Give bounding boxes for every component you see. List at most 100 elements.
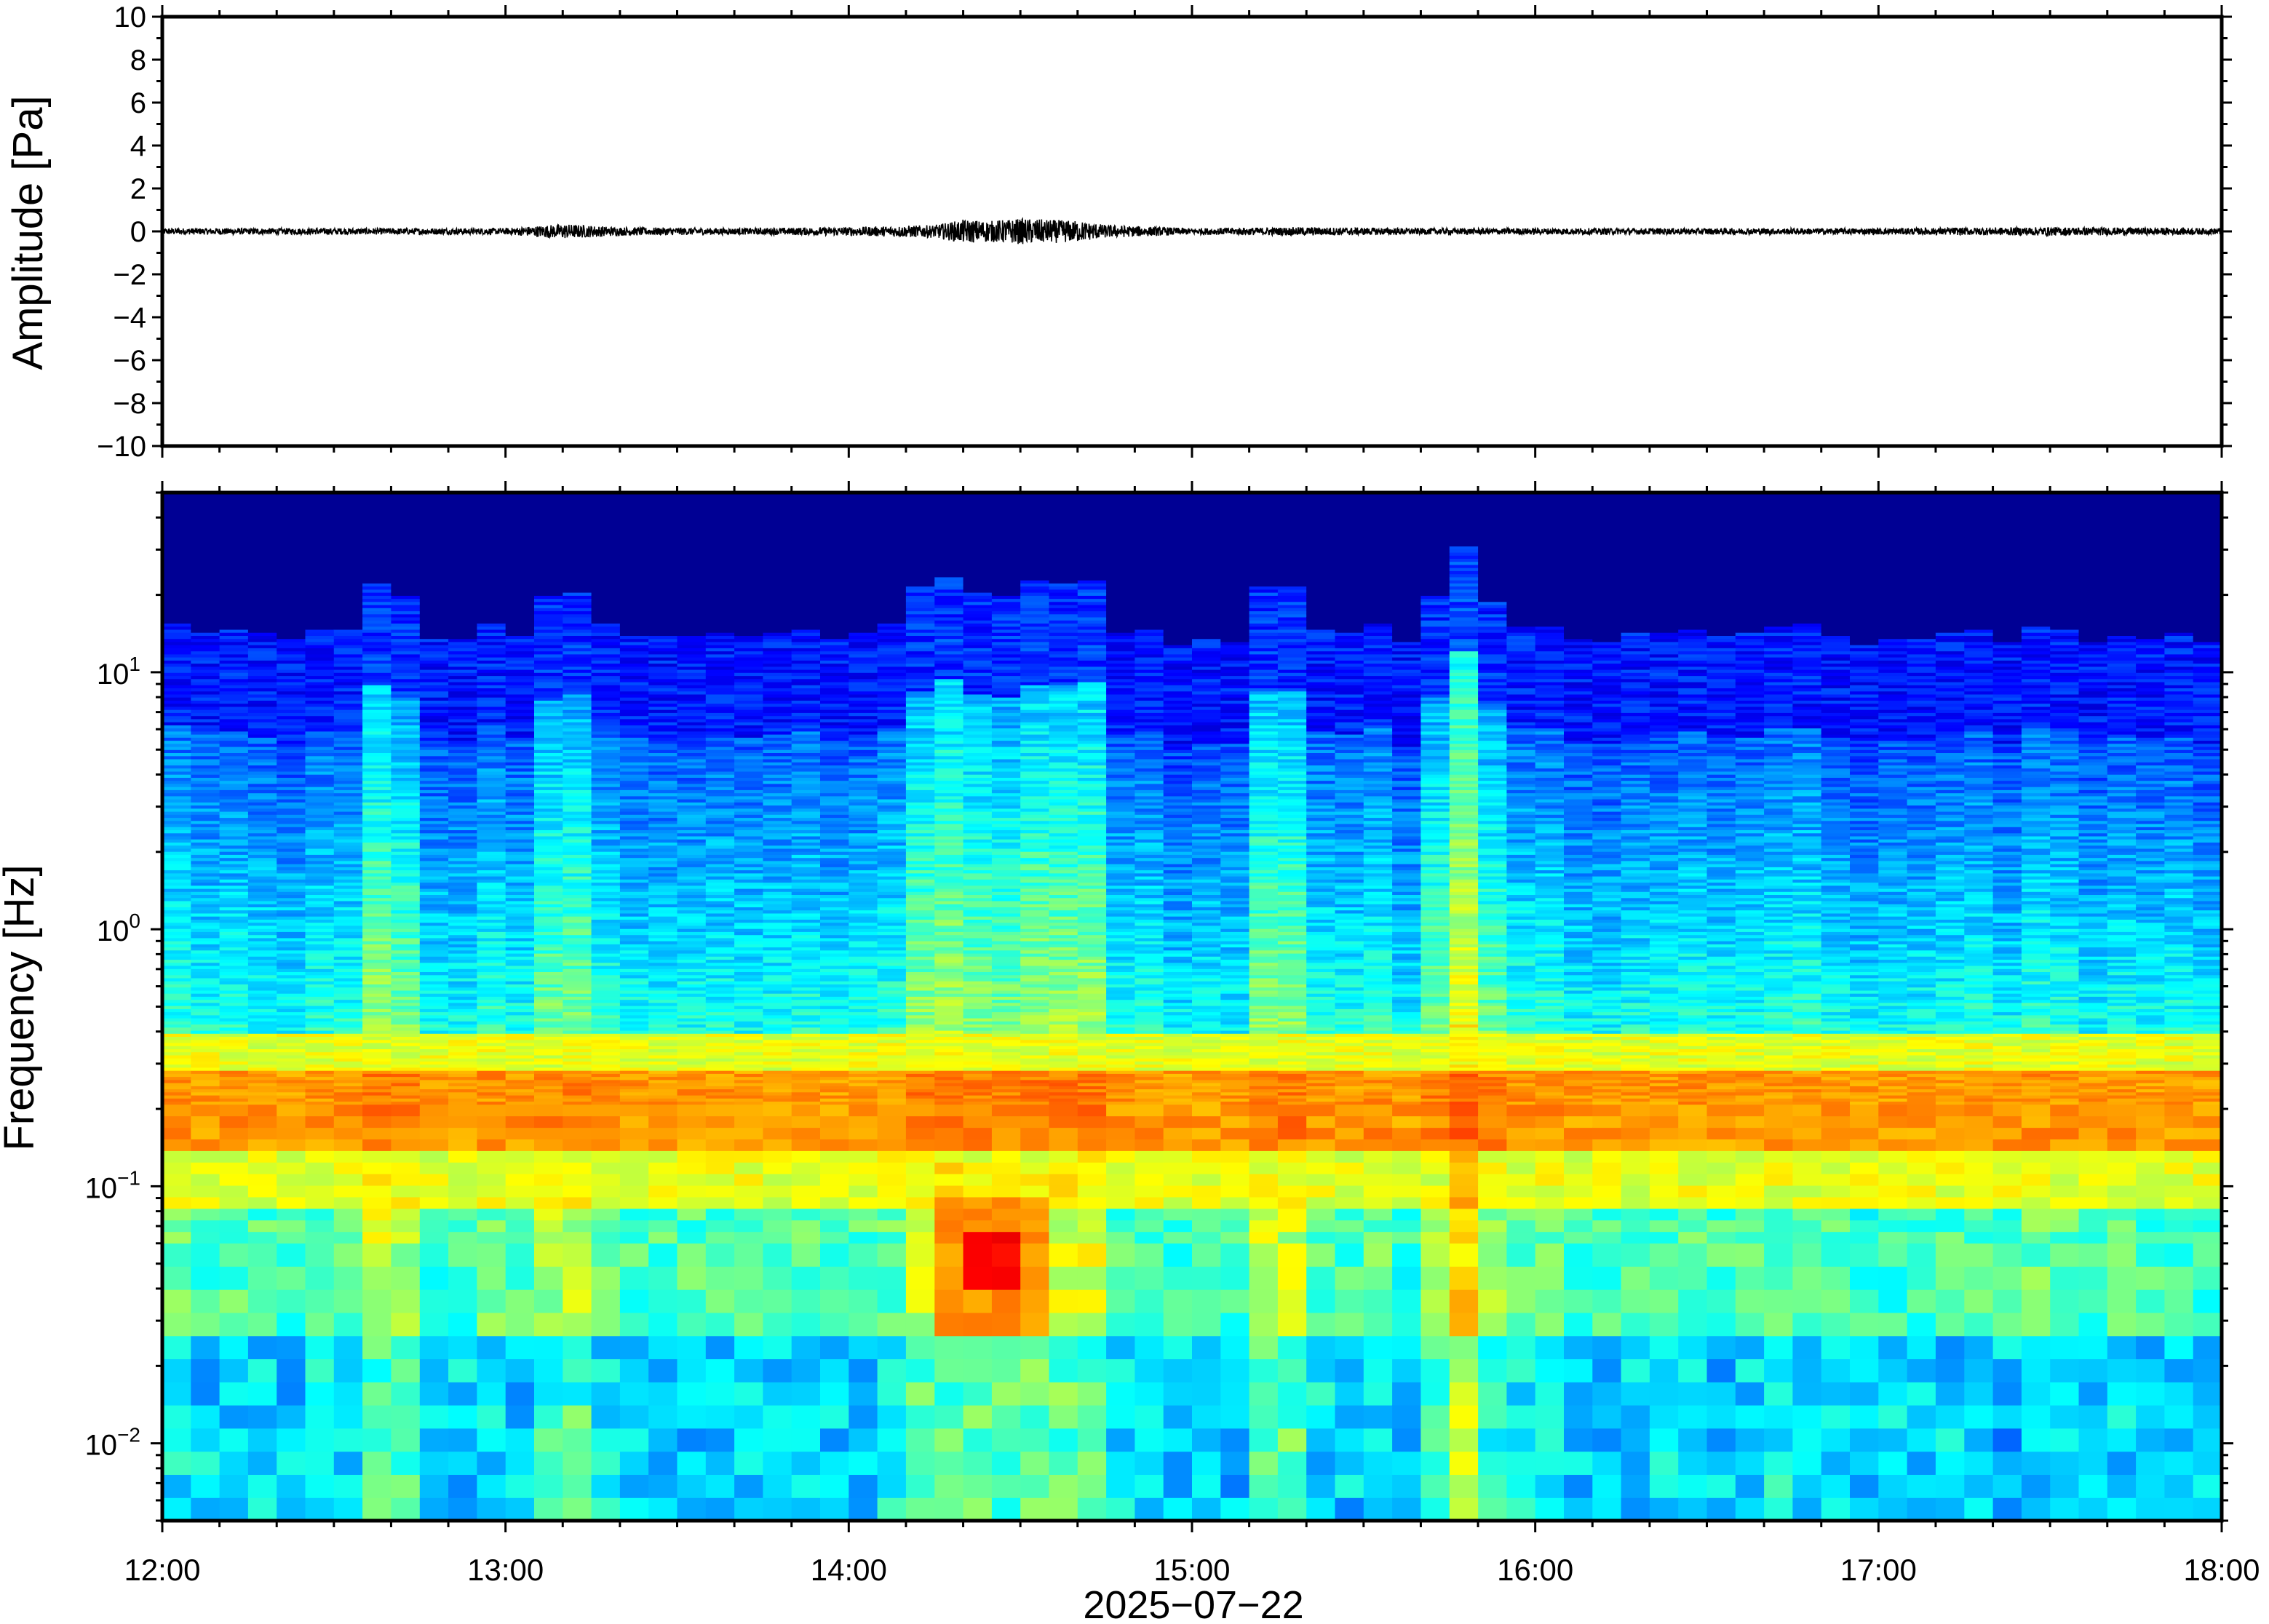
spectrogram-cell (333, 777, 363, 781)
spectrogram-cell (619, 635, 649, 640)
spectrogram-cell (763, 685, 792, 688)
spectrogram-cell (305, 573, 335, 578)
spectrogram-cell (734, 740, 763, 744)
spectrogram-cell (219, 530, 249, 535)
spectrogram-cell (563, 827, 592, 830)
spectrogram-cell (734, 1014, 763, 1019)
spectrogram-cell (191, 999, 220, 1003)
spectrogram-cell (162, 675, 191, 680)
spectrogram-cell (705, 864, 735, 867)
spectrogram-cell (563, 666, 592, 670)
spectrogram-cell (247, 653, 277, 658)
spectrogram-cell (677, 996, 707, 1000)
spectrogram-cell (534, 869, 563, 874)
spectrogram-cell (534, 867, 563, 871)
spectrogram-cell (219, 839, 249, 843)
spectrogram-cell (534, 879, 563, 883)
spectrogram-cell (591, 660, 621, 664)
spectrogram-cell (677, 947, 707, 951)
spectrogram-cell (448, 984, 477, 988)
spectrogram-cell (591, 623, 621, 627)
spectrogram-cell (391, 1039, 421, 1043)
spectrogram-cell (391, 1185, 421, 1198)
spectrogram-cell (391, 885, 421, 889)
spectrogram-cell (162, 678, 191, 682)
spectrogram-cell (705, 922, 735, 926)
spectrogram-cell (505, 1405, 535, 1429)
spectrogram-cell (619, 820, 649, 824)
spectrogram-cell (563, 1289, 592, 1313)
spectrogram-cell (677, 808, 707, 812)
spectrogram-cell (534, 827, 563, 830)
spectrogram-cell (505, 660, 535, 664)
spectrogram-cell (591, 1011, 621, 1016)
spectrogram-cell (648, 1076, 678, 1080)
spectrogram-cell (247, 842, 277, 846)
spectrogram-cell (505, 1174, 535, 1186)
spectrogram-cell (219, 540, 249, 544)
spectrogram-cell (391, 678, 421, 682)
spectrogram-cell (619, 1095, 649, 1099)
spectrogram-cell (247, 901, 277, 904)
spectrogram-cell (419, 907, 449, 911)
spectrogram-cell (477, 832, 506, 837)
spectrogram-cell (534, 693, 563, 698)
spectrogram-cell (734, 731, 763, 735)
spectrogram-cell (362, 1335, 392, 1360)
spectrogram-cell (763, 690, 792, 695)
spectrogram-cell (563, 669, 592, 673)
spectrogram-cell (619, 1070, 649, 1074)
spectrogram-cell (219, 1030, 249, 1034)
spectrogram-cell (591, 610, 621, 615)
spectrogram-cell (391, 700, 421, 704)
spectrogram-cell (362, 543, 392, 546)
spectrogram-cell (477, 925, 506, 929)
spectrogram-cell (247, 722, 277, 725)
spectrogram-cell (191, 777, 220, 781)
spectrogram-cell (191, 1027, 220, 1031)
spectrogram-cell (391, 1070, 421, 1074)
spectrogram-cell (534, 645, 563, 648)
spectrogram-cell (505, 1036, 535, 1040)
spectrogram-cell (591, 993, 621, 997)
spectrogram-cell (791, 1358, 821, 1382)
spectrogram-cell (191, 682, 220, 685)
spectrogram-cell (362, 1046, 392, 1049)
spectrogram-cell (677, 608, 707, 612)
spectrogram-cell (505, 857, 535, 861)
spectrogram-cell (505, 1150, 535, 1163)
spectrogram-cell (277, 712, 306, 717)
spectrogram-cell (619, 987, 649, 991)
spectrogram-cell (391, 749, 421, 753)
spectrogram-cell (477, 928, 506, 932)
spectrogram-cell (162, 787, 191, 790)
spectrogram-cell (391, 512, 421, 516)
spectrogram-cell (763, 984, 792, 988)
spectrogram-cell (162, 1046, 191, 1049)
spectrogram-cell (247, 690, 277, 695)
spectrogram-cell (333, 728, 363, 732)
spectrogram-cell (219, 752, 249, 757)
spectrogram-cell (591, 867, 621, 871)
spectrogram-cell (563, 493, 592, 498)
spectrogram-cell (162, 897, 191, 901)
spectrogram-cell (191, 693, 220, 698)
spectrogram-cell (191, 1070, 220, 1074)
spectrogram-cell (619, 509, 649, 513)
spectrogram-cell (505, 558, 535, 562)
spectrogram-cell (563, 869, 592, 874)
spectrogram-cell (162, 546, 191, 550)
spectrogram-cell (247, 1067, 277, 1071)
spectrogram-cell (162, 576, 191, 581)
spectrogram-cell (648, 928, 678, 932)
spectrogram-cell (705, 1030, 735, 1034)
spectrogram-cell (563, 888, 592, 892)
spectrogram-cell (619, 725, 649, 729)
spectrogram-cell (391, 1061, 421, 1065)
spectrogram-cell (763, 650, 792, 655)
spectrogram-cell (734, 645, 763, 648)
spectrogram-cell (247, 734, 277, 738)
spectrogram-cell (763, 944, 792, 948)
spectrogram-cell (277, 971, 306, 976)
spectrogram-cell (362, 499, 392, 503)
